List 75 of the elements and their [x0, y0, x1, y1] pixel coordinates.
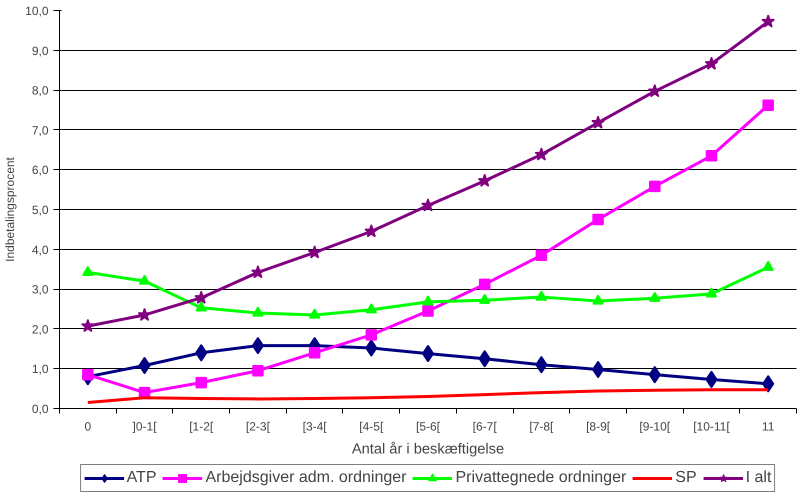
point: [536, 250, 548, 262]
legend-label: ATP: [126, 469, 157, 487]
x-tick-label: 11: [762, 420, 775, 434]
point: [761, 14, 776, 28]
point: [649, 292, 661, 302]
point: [308, 347, 320, 359]
point: [592, 214, 604, 226]
y-tick-label: 1,0: [32, 362, 49, 376]
x-tick-label: [7-8[: [529, 420, 554, 434]
point: [252, 364, 264, 376]
x-tick-label: [4-5[: [359, 420, 384, 434]
x-tick-label: 0: [84, 420, 92, 434]
point: [252, 336, 264, 354]
point: [138, 356, 151, 374]
point: [421, 198, 435, 212]
point: [422, 295, 434, 306]
y-tick-label: 6,0: [32, 163, 49, 178]
point: [366, 329, 378, 341]
point: [138, 274, 150, 285]
x-tick-label: [2-3[: [246, 420, 271, 434]
y-tick-label: 4,0: [32, 242, 49, 257]
point: [422, 305, 434, 317]
point: [195, 301, 207, 312]
point: [478, 278, 490, 290]
point: [536, 290, 548, 301]
x-tick-label: [5-6[: [416, 420, 441, 434]
x-tick-label: [8-9[: [586, 420, 611, 434]
point: [648, 84, 662, 98]
y-tick-label: 2,0: [32, 322, 49, 336]
x-tick-label: [6-7[: [472, 420, 498, 434]
y-tick-label: 3,0: [32, 282, 49, 297]
point: [706, 287, 718, 298]
point: [366, 303, 378, 314]
point: [82, 266, 94, 276]
point: [308, 245, 322, 258]
y-tick-label: 7,0: [32, 123, 49, 138]
y-axis-title: Indbetalingsprocent: [3, 156, 18, 262]
point: [252, 306, 264, 317]
point: [195, 376, 207, 388]
point: [592, 294, 604, 305]
x-tick-label: [9-10[: [639, 420, 671, 434]
y-tick-label: 10,0: [25, 4, 49, 18]
legend-label: I alt: [746, 469, 772, 487]
point: [592, 360, 604, 378]
y-tick-label: 8,0: [32, 84, 49, 98]
point: [308, 308, 320, 319]
point: [82, 368, 94, 380]
legend-label: Privattegnede ordninger: [456, 469, 626, 487]
point: [478, 350, 491, 368]
y-tick-label: 5,0: [32, 203, 49, 217]
point: [704, 56, 718, 70]
legend-label: Arbejdsgiver adm. ordninger: [206, 469, 407, 487]
x-tick-label: [3-4[: [302, 420, 328, 434]
point: [706, 150, 718, 162]
point: [250, 265, 265, 278]
point: [80, 318, 95, 332]
point: [649, 180, 661, 192]
point: [138, 308, 152, 321]
point: [478, 294, 490, 304]
point: [705, 370, 718, 388]
y-tick-label: 9,0: [32, 44, 49, 58]
x-tick-label: [10-11[: [693, 420, 730, 434]
point: [591, 115, 606, 129]
point: [194, 290, 208, 304]
x-tick-label: [1-2[: [189, 420, 214, 434]
point: [478, 174, 492, 187]
y-tick-label: 0,0: [32, 402, 49, 416]
point: [364, 224, 378, 238]
legend-label: SP: [675, 469, 697, 487]
point: [422, 344, 434, 362]
point: [762, 99, 774, 111]
point: [534, 147, 548, 161]
point: [762, 260, 774, 271]
x-tick-label: ]0-1[: [132, 420, 158, 434]
x-axis-title: Antal år i beskæftigelse: [352, 442, 504, 458]
